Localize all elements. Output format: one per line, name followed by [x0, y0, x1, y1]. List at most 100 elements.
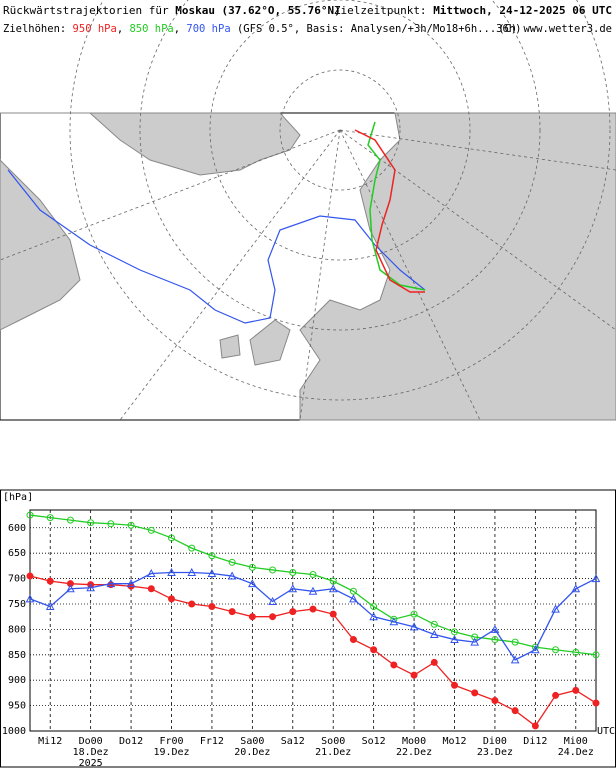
x-tick-label: So00 [321, 736, 345, 747]
marker [451, 681, 458, 689]
target-prefix: Zielzeitpunkt: [334, 4, 427, 17]
marker [26, 511, 34, 519]
date-label: 23.Dez [477, 747, 513, 758]
marker [471, 633, 479, 641]
trajectory-850 [367, 121, 426, 291]
marker [349, 636, 357, 644]
date-label: 18.Dez [73, 747, 109, 758]
marker [106, 579, 116, 588]
y-tick-label: 650 [8, 548, 26, 559]
marker [86, 583, 95, 592]
y-tick-label: 950 [8, 701, 26, 712]
marker [248, 563, 256, 571]
x-unit: UTC [597, 726, 615, 737]
marker [389, 617, 399, 626]
marker [208, 603, 216, 611]
marker [87, 519, 95, 527]
marker [289, 568, 297, 576]
x-tick-label: Do00 [79, 736, 103, 747]
target-time: Mittwoch, 24-12-2025 06 UTC [433, 4, 612, 17]
marker [511, 638, 519, 646]
marker [208, 552, 216, 560]
date-label: 24.Dez [558, 747, 594, 758]
copyright: (C) www.wetter3.de [498, 23, 612, 35]
marker [228, 608, 236, 616]
graticule [0, 0, 616, 421]
marker [329, 577, 337, 585]
land [0, 112, 301, 176]
marker [66, 516, 74, 524]
marker [228, 558, 236, 566]
marker [227, 571, 237, 580]
marker [531, 645, 540, 654]
trajectory-700 [7, 169, 426, 324]
marker [309, 571, 317, 579]
marker [168, 534, 175, 542]
y-tick-label: 700 [8, 574, 26, 585]
x-tick-label: Mo00 [402, 736, 426, 747]
x-tick-label: Sa00 [240, 736, 264, 747]
header-target: Zielzeitpunkt: Mittwoch, 24-12-2025 06 U… [334, 4, 612, 17]
x-tick-label: Fr12 [200, 736, 224, 747]
marker [490, 624, 500, 633]
marker [46, 577, 54, 585]
marker [188, 544, 196, 552]
marker [572, 686, 580, 694]
marker [328, 584, 338, 593]
marker [349, 587, 357, 595]
marker [370, 646, 378, 654]
marker [46, 514, 54, 522]
level-700: 700 hPa [186, 23, 230, 35]
marker [592, 699, 600, 707]
x-tick-label: Mi00 [564, 736, 588, 747]
x-tick-label: Mi12 [38, 736, 62, 747]
marker [26, 572, 34, 580]
marker [147, 526, 155, 534]
marker [510, 655, 520, 664]
marker [430, 620, 438, 628]
marker [269, 613, 277, 621]
marker [66, 584, 75, 593]
marker [349, 594, 358, 603]
marker [188, 600, 196, 608]
marker [288, 584, 298, 593]
marker [308, 586, 318, 595]
marker [127, 521, 135, 529]
x-tick-label: Mo12 [442, 736, 466, 747]
y-tick-label: 850 [8, 650, 26, 661]
land [249, 319, 291, 366]
y-tick-label: 800 [8, 624, 26, 635]
marker [207, 568, 217, 578]
series-line [29, 571, 597, 661]
marker [248, 613, 256, 621]
date-label: 22.Dez [396, 747, 432, 758]
marker [248, 579, 257, 588]
marker [592, 651, 600, 659]
marker [572, 648, 580, 656]
marker [369, 612, 378, 621]
x-tick-label: Di12 [523, 736, 547, 747]
marker [511, 707, 519, 715]
y-unit: [hPa] [3, 492, 33, 503]
marker [410, 671, 418, 679]
levels-prefix: Zielhöhen: [3, 23, 66, 35]
x-tick-label: Fr00 [159, 736, 183, 747]
marker [329, 610, 337, 618]
marker [370, 603, 378, 611]
marker [591, 574, 601, 583]
marker [289, 608, 297, 616]
marker [168, 595, 175, 603]
marker [309, 605, 317, 613]
marker [531, 722, 539, 730]
marker [167, 567, 176, 576]
marker [269, 566, 277, 574]
marker [66, 580, 74, 588]
marker [45, 601, 55, 611]
x-tick-label: Di00 [483, 736, 507, 747]
date-label: 21.Dez [315, 747, 351, 758]
marker [552, 646, 560, 654]
x-tick-label: So12 [362, 736, 386, 747]
year-label: 2025 [79, 758, 103, 768]
basis: (GFS 0.5°, Basis: Analysen/+3h/Mo18+6h..… [237, 23, 521, 35]
location: Moskau (37.62°O, 55.76°N) [175, 4, 341, 17]
